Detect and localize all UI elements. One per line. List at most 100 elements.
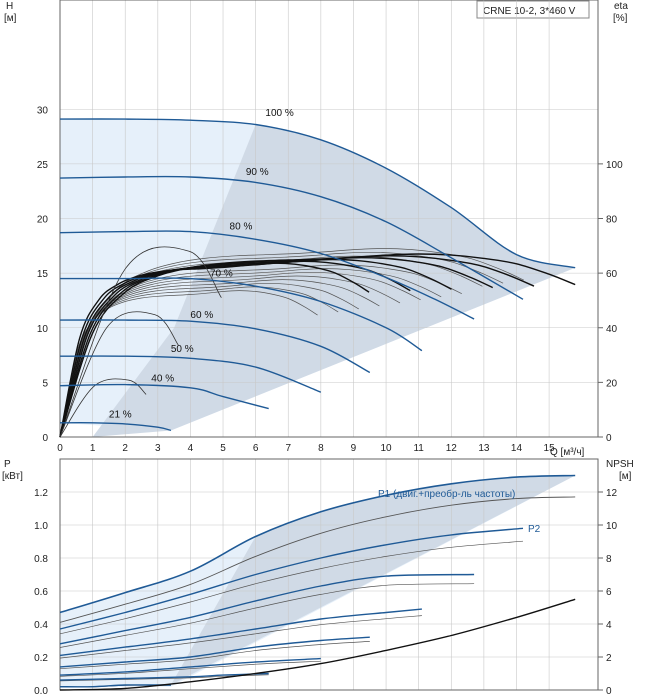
speed-curve: [60, 277, 423, 352]
y2-axis-label-npsh: NPSH: [606, 459, 634, 470]
y2-tick-label: 40: [606, 324, 618, 335]
x-tick-label: 13: [478, 443, 490, 454]
y2-tick-label: 0: [606, 686, 612, 697]
y-tick-label: 30: [37, 105, 49, 116]
y2-tick-label: 20: [606, 378, 618, 389]
bottom-plot: 0.0 0.2 0.4 0.6 0.8 1.0 1.2 0 2 4 6 8 10 12: [34, 458, 618, 697]
eta-curve: [59, 262, 370, 438]
y-tick-label: 5: [42, 378, 48, 389]
y-tick-label: 0.2: [34, 653, 48, 664]
series-label-p2: P2: [528, 524, 541, 535]
x-tick-label: 6: [253, 443, 259, 454]
eta-thin-curve: [59, 271, 421, 438]
y2-tick-label: 12: [606, 488, 618, 499]
speed-percent-label: 60 %: [190, 310, 213, 321]
eta-thin-curve: [59, 275, 401, 438]
speed-curve: [59, 383, 269, 410]
x-tick-label: 3: [155, 443, 161, 454]
p2-thin-curve: [59, 615, 422, 659]
p1-curve: [59, 573, 475, 645]
y-axis-label-h: H: [6, 1, 13, 12]
p2-thin-curve: [59, 660, 321, 677]
x-tick-label: 2: [122, 443, 128, 454]
y2-tick-label: 6: [606, 587, 612, 598]
y-tick-label: 20: [37, 215, 49, 226]
eta-hump-curve: [59, 311, 179, 438]
y2-tick-label: 4: [606, 620, 612, 631]
speed-percent-label: 21 %: [109, 409, 132, 420]
x-tick-label: 14: [511, 443, 523, 454]
x-tick-label: 11: [413, 443, 424, 454]
speed-percent-label: 50 %: [171, 344, 194, 355]
y2-tick-label: 100: [606, 160, 623, 171]
p1-curve: [59, 672, 269, 681]
p2-thin-curve: [59, 583, 475, 648]
x-tick-label: 10: [380, 443, 392, 454]
x-tick-label: 1: [90, 443, 96, 454]
p1-curve: [59, 636, 370, 668]
eta-curve: [59, 253, 576, 438]
speed-curve: [59, 355, 322, 393]
p1-curve: [59, 527, 524, 630]
y2-tick-label: 80: [606, 215, 618, 226]
eta-hump-curve: [59, 378, 147, 438]
y-tick-label: 10: [37, 324, 49, 335]
speed-curve: [59, 118, 576, 269]
y-tick-label: 0.8: [34, 554, 48, 565]
speed-percent-label: 90 %: [246, 167, 269, 178]
y-tick-label: 0.6: [34, 587, 48, 598]
y-axis-unit-p: [кВт]: [2, 471, 23, 482]
y2-tick-label: 2: [606, 653, 612, 664]
speed-curve: [59, 230, 475, 320]
y-axis-label-p: P: [4, 459, 11, 470]
y2-tick-label: 10: [606, 521, 618, 532]
y-axis-unit-h: [м]: [4, 13, 17, 24]
y2-tick-label: 8: [606, 554, 612, 565]
plot-frame-bottom: [59, 458, 599, 691]
chart-title: CRNE 10-2, 3*460 V: [483, 6, 576, 17]
npsh-curve: [59, 598, 576, 691]
y-tick-label: 0: [42, 433, 48, 444]
series-label-p1: P1 (двиг.+преобр-ль частоты): [378, 488, 515, 500]
speed-percent-label: 80 %: [230, 221, 253, 232]
p2-thin-curve: [59, 641, 370, 670]
eta-hump-curve: [59, 246, 222, 438]
eta-thin-curve: [59, 268, 442, 438]
x-tick-label: 7: [285, 443, 291, 454]
chart-title-box: [476, 0, 590, 19]
x-axis-label: Q [м³/ч]: [550, 447, 585, 458]
speed-curve: [59, 319, 371, 374]
y-tick-label: 1.2: [34, 488, 48, 499]
eta-thin-curve: [59, 279, 380, 438]
y2-tick-label: 60: [606, 269, 618, 280]
y2-axis-unit-npsh: [м]: [619, 471, 632, 482]
x-tick-label: 5: [220, 443, 226, 454]
x-tick-label: 9: [351, 443, 357, 454]
x-tick-label: 4: [188, 443, 194, 454]
speed-percent-label: 40 %: [151, 373, 174, 384]
p1-max-curve: [59, 474, 576, 614]
y-tick-label: 1.0: [34, 521, 48, 532]
y-tick-label: 0.4: [34, 620, 48, 631]
x-tick-label: 15: [544, 443, 556, 454]
y2-tick-label: 0: [606, 433, 612, 444]
speed-percent-label: 70 %: [210, 268, 233, 279]
p2-thin-curve: [59, 540, 524, 635]
top-plot: 0 1 2 3 4 5 6 7 8 9 10 11 12 13 14 15051015202530020406…: [37, 0, 623, 454]
operating-area-dark: [92, 124, 576, 437]
speed-percent-label: 100 %: [265, 108, 293, 119]
p1-curve: [59, 657, 321, 676]
x-tick-label: 12: [446, 443, 458, 454]
speed-curve: [59, 175, 524, 300]
y-tick-label: 25: [37, 160, 49, 171]
y2-axis-label-eta: eta: [614, 1, 628, 12]
y2-axis-unit-eta: [%]: [613, 13, 628, 24]
power-area-dark: [170, 475, 576, 686]
x-tick-label: 0: [57, 443, 63, 454]
speed-curve: [59, 422, 172, 432]
p1-curve: [59, 608, 422, 657]
y-tick-label: 15: [37, 269, 49, 280]
x-tick-label: 8: [318, 443, 324, 454]
p2-max-curve: [59, 496, 576, 623]
